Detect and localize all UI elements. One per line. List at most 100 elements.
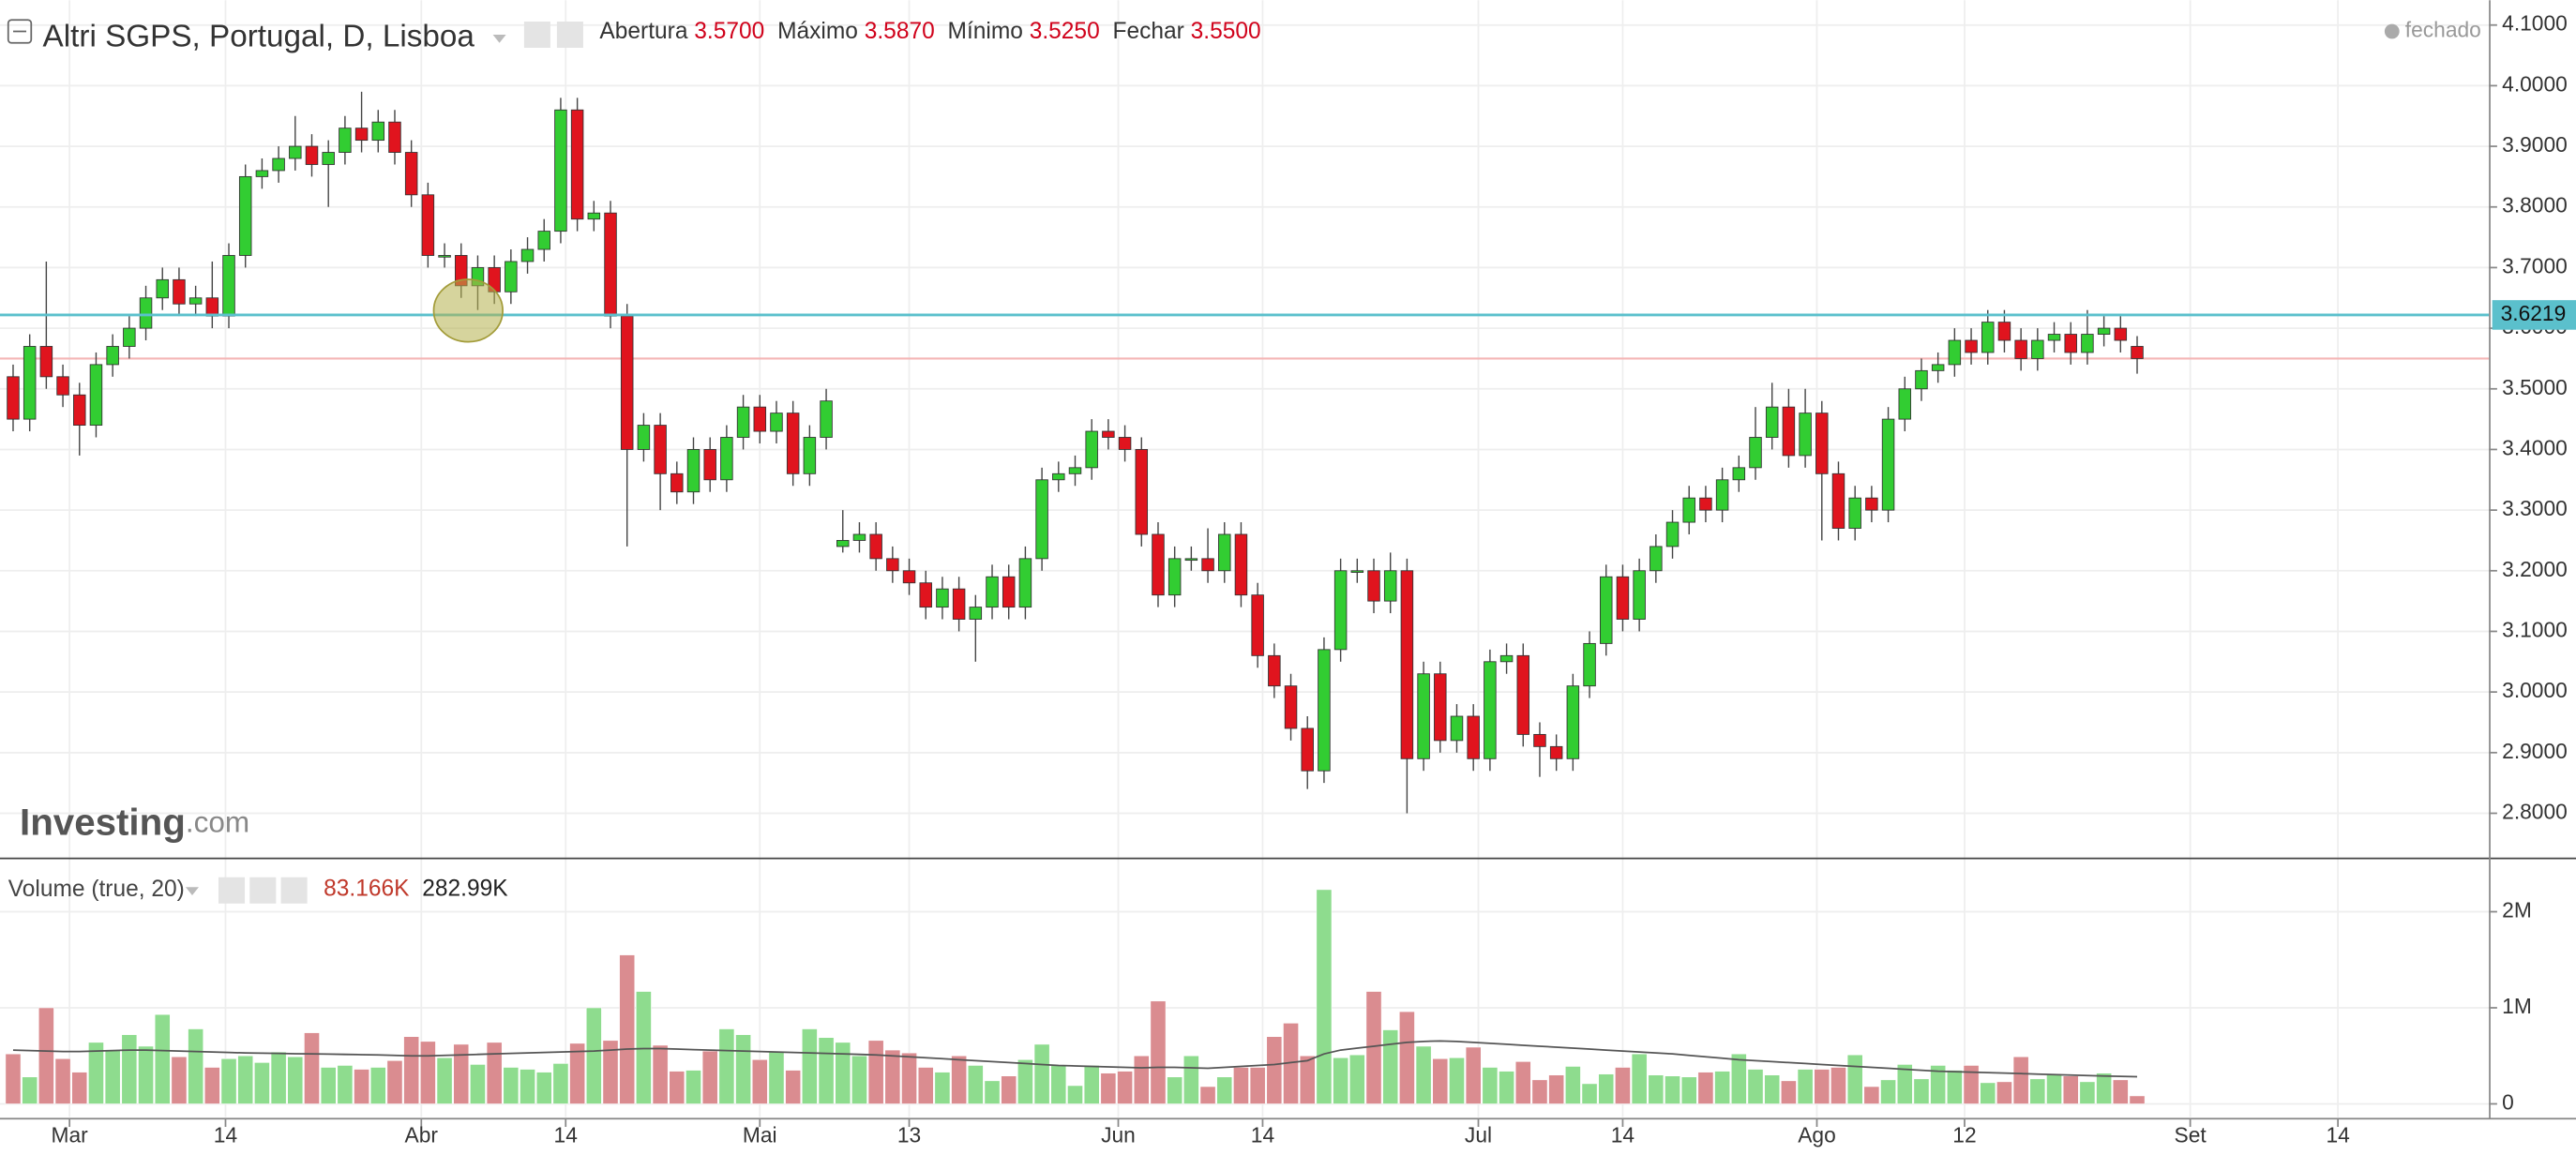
- x-tick-label: Ago: [1798, 1123, 1836, 1148]
- settings-button[interactable]: [249, 877, 277, 904]
- volume-bar: [171, 1056, 188, 1104]
- candle-body: [23, 346, 37, 420]
- candle-body: [604, 212, 617, 317]
- candle-body: [2131, 346, 2144, 359]
- candle-body: [1018, 558, 1032, 608]
- candle-body: [1865, 497, 1878, 511]
- y-tick-label: 3.1000: [2502, 617, 2568, 641]
- y-tick-label: 3.7000: [2502, 253, 2568, 278]
- dropdown-arrow[interactable]: [185, 887, 199, 895]
- volume-bar: [1514, 1061, 1531, 1104]
- volume-bar: [270, 1051, 287, 1104]
- candle-body: [1085, 430, 1098, 469]
- volume-bar: [2129, 1095, 2146, 1104]
- eye-button[interactable]: [523, 21, 550, 49]
- candle-body: [1367, 570, 1380, 602]
- volume-bar: [1598, 1073, 1615, 1104]
- volume-bar: [2029, 1078, 2046, 1104]
- candle-body: [1383, 570, 1397, 602]
- volume-bar: [1830, 1067, 1846, 1104]
- volume-bar: [486, 1042, 503, 1104]
- volume-bar: [1846, 1054, 1863, 1104]
- volume-bar: [2112, 1079, 2129, 1104]
- y-tick-label: 3.4000: [2502, 435, 2568, 459]
- candle-body: [1682, 497, 1695, 523]
- volume-bar: [470, 1064, 486, 1104]
- volume-bar: [453, 1043, 470, 1104]
- volume-bar: [1581, 1083, 1598, 1104]
- candle-body: [703, 449, 716, 481]
- volume-bar: [669, 1071, 685, 1104]
- volume-bar: [851, 1055, 867, 1104]
- candle-body: [106, 346, 119, 366]
- volume-bar: [818, 1037, 835, 1104]
- x-tick-label: 13: [897, 1123, 921, 1148]
- candle-body: [438, 255, 451, 258]
- candle-body: [902, 570, 916, 584]
- candle-body: [986, 576, 999, 608]
- watermark-brand: Investing: [20, 801, 186, 843]
- volume-bar: [1680, 1076, 1697, 1104]
- volume-bar: [735, 1034, 751, 1104]
- candle-body: [753, 406, 767, 432]
- volume-bar: [1249, 1067, 1266, 1104]
- y-tick-label: 2.8000: [2502, 800, 2568, 824]
- volume-bar: [1648, 1074, 1665, 1104]
- volume-bar: [1665, 1075, 1680, 1104]
- volume-bar: [636, 991, 652, 1104]
- candle-body: [7, 376, 20, 420]
- y-tick-label: 3.0000: [2502, 678, 2568, 702]
- ohlc-label: Mínimo: [948, 20, 1023, 45]
- y-tick-label: 4.0000: [2502, 71, 2568, 96]
- x-tick-label: Set: [2175, 1123, 2207, 1148]
- volume-bar: [104, 1049, 121, 1104]
- candle-body: [852, 533, 866, 541]
- x-tick-label: 12: [1952, 1123, 1976, 1148]
- candle-body: [123, 327, 136, 347]
- candle-body: [339, 128, 352, 153]
- candle-body: [2081, 334, 2094, 353]
- volume-bar: [685, 1070, 701, 1104]
- candle-body: [620, 315, 634, 450]
- volume-bar: [1167, 1076, 1183, 1104]
- candle-body: [969, 607, 983, 620]
- candle-body: [1499, 654, 1514, 663]
- volume-bar: [254, 1062, 270, 1104]
- candle-body: [1881, 418, 1895, 511]
- volume-bar: [320, 1067, 337, 1104]
- volume-bar: [1631, 1053, 1648, 1104]
- volume-bar: [1067, 1085, 1083, 1104]
- candle-body: [1815, 412, 1829, 474]
- volume-bar: [701, 1050, 718, 1104]
- dropdown-arrow[interactable]: [492, 34, 506, 43]
- volume-bar: [1615, 1067, 1631, 1104]
- volume-bar: [1714, 1071, 1730, 1104]
- candle-body: [272, 158, 285, 172]
- candle-body: [238, 175, 252, 256]
- collapse-button[interactable]: [7, 19, 33, 44]
- candle-body: [1450, 715, 1464, 742]
- settings-button[interactable]: [556, 21, 583, 49]
- price-tag: [2492, 300, 2576, 330]
- y-tick-label: 3.2000: [2502, 557, 2568, 581]
- volume-bar: [1415, 1045, 1432, 1104]
- candle-body: [1516, 654, 1530, 735]
- ohlc-value: 3.5700: [694, 20, 764, 45]
- candle-body: [1765, 406, 1779, 438]
- candle-body: [188, 297, 203, 305]
- volume-values: 83.166K 282.99K: [324, 877, 508, 902]
- status-dot: [2384, 23, 2400, 39]
- candle-body: [1699, 497, 1712, 511]
- volume-bar: [984, 1080, 1001, 1104]
- close-button[interactable]: [280, 877, 308, 904]
- candle-body: [1633, 570, 1646, 620]
- eye-button[interactable]: [218, 877, 246, 904]
- volume-bar: [354, 1069, 369, 1104]
- candle-body: [654, 425, 667, 474]
- y-tick-label: 3.9000: [2502, 132, 2568, 157]
- volume-bar: [2046, 1073, 2062, 1104]
- volume-bar: [619, 954, 636, 1104]
- candle-body: [952, 588, 966, 620]
- volume-bar: [1348, 1054, 1365, 1104]
